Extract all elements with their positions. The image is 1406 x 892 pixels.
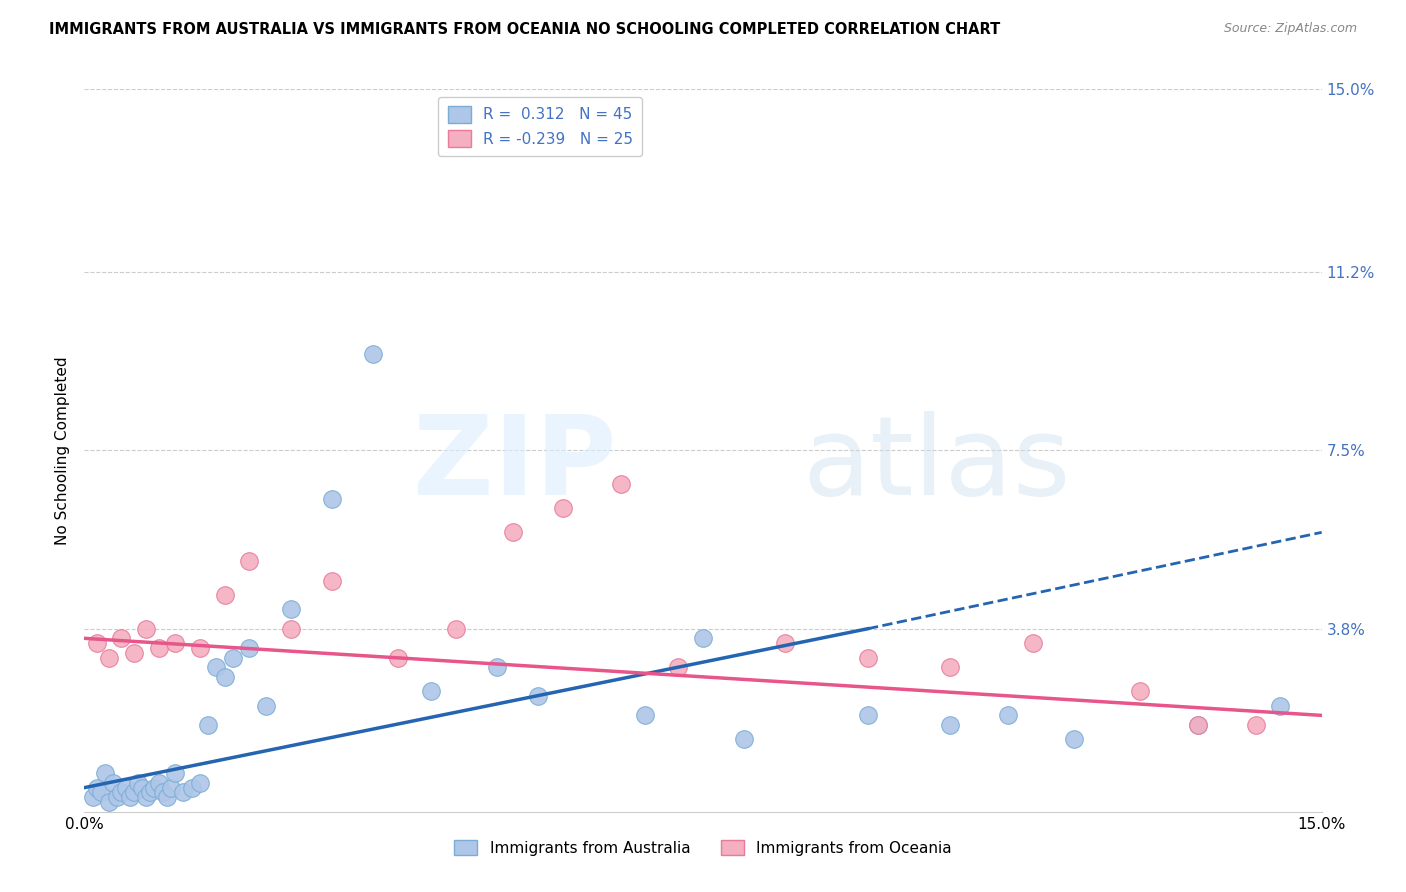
Point	[1244, 718, 1267, 732]
Point	[502, 525, 524, 540]
Point	[997, 708, 1019, 723]
Point	[419, 684, 441, 698]
Point	[1063, 732, 1085, 747]
Point	[131, 780, 153, 795]
Point	[172, 785, 194, 799]
Point	[666, 660, 689, 674]
Point	[180, 780, 202, 795]
Point	[98, 650, 121, 665]
Point	[98, 795, 121, 809]
Point	[86, 780, 108, 795]
Point	[105, 790, 128, 805]
Point	[321, 491, 343, 506]
Point	[122, 646, 145, 660]
Point	[165, 636, 187, 650]
Point	[733, 732, 755, 747]
Point	[1270, 698, 1292, 713]
Point	[148, 640, 170, 655]
Point	[103, 776, 125, 790]
Point	[122, 785, 145, 799]
Point	[135, 790, 157, 805]
Point	[551, 501, 574, 516]
Point	[205, 660, 228, 674]
Point	[222, 650, 245, 665]
Point	[94, 766, 117, 780]
Point	[114, 780, 136, 795]
Point	[280, 622, 302, 636]
Point	[387, 650, 409, 665]
Point	[188, 640, 211, 655]
Point	[939, 660, 962, 674]
Point	[197, 718, 219, 732]
Point	[110, 632, 132, 646]
Point	[127, 776, 149, 790]
Point	[1129, 684, 1152, 698]
Text: ZIP: ZIP	[413, 411, 616, 518]
Point	[609, 477, 631, 491]
Point	[135, 622, 157, 636]
Point	[485, 660, 508, 674]
Point	[148, 776, 170, 790]
Point	[90, 785, 112, 799]
Point	[321, 574, 343, 588]
Text: Source: ZipAtlas.com: Source: ZipAtlas.com	[1223, 22, 1357, 36]
Point	[238, 554, 260, 568]
Point	[692, 632, 714, 646]
Point	[110, 785, 132, 799]
Point	[238, 640, 260, 655]
Text: IMMIGRANTS FROM AUSTRALIA VS IMMIGRANTS FROM OCEANIA NO SCHOOLING COMPLETED CORR: IMMIGRANTS FROM AUSTRALIA VS IMMIGRANTS …	[49, 22, 1001, 37]
Point	[82, 790, 104, 805]
Point	[139, 785, 162, 799]
Point	[254, 698, 277, 713]
Point	[775, 636, 797, 650]
Legend: Immigrants from Australia, Immigrants from Oceania: Immigrants from Australia, Immigrants fr…	[449, 834, 957, 862]
Y-axis label: No Schooling Completed: No Schooling Completed	[55, 356, 70, 545]
Point	[160, 780, 183, 795]
Point	[214, 588, 236, 602]
Point	[156, 790, 179, 805]
Point	[444, 622, 467, 636]
Point	[280, 602, 302, 616]
Point	[143, 780, 166, 795]
Point	[214, 670, 236, 684]
Point	[527, 689, 550, 703]
Point	[856, 708, 879, 723]
Text: atlas: atlas	[801, 411, 1070, 518]
Point	[1187, 718, 1209, 732]
Point	[634, 708, 657, 723]
Point	[856, 650, 879, 665]
Point	[939, 718, 962, 732]
Point	[165, 766, 187, 780]
Point	[86, 636, 108, 650]
Point	[361, 347, 384, 361]
Point	[1187, 718, 1209, 732]
Point	[1022, 636, 1045, 650]
Point	[152, 785, 174, 799]
Point	[188, 776, 211, 790]
Point	[118, 790, 141, 805]
